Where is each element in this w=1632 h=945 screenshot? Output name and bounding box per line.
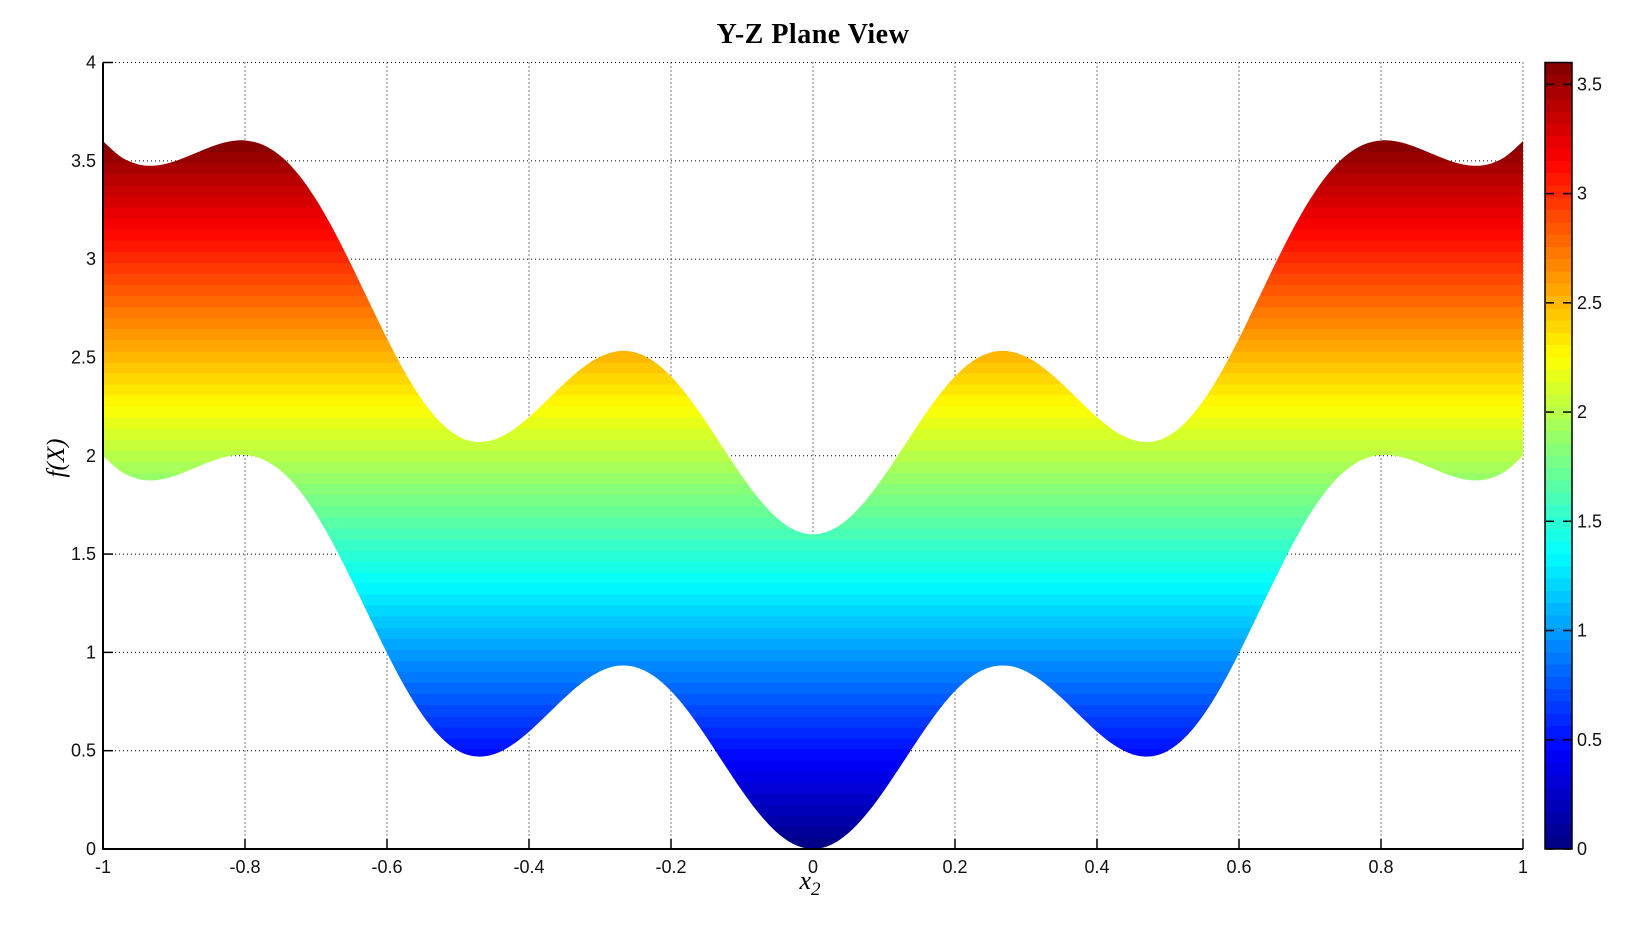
axes — [102, 62, 1523, 850]
colorbar-tick-label: 3.5 — [1577, 74, 1602, 94]
x-tick-label: -0.2 — [655, 857, 686, 877]
y-tick-label: 4 — [86, 53, 96, 73]
y-tick-label: 0.5 — [71, 741, 96, 761]
surface-band — [103, 140, 1523, 849]
x-axis-label-subscript: 2 — [811, 879, 821, 901]
colorbar — [1544, 61, 1573, 850]
x-tick-label: 0.4 — [1084, 857, 1109, 877]
colorbar-ticks — [1546, 83, 1571, 850]
colorbar-tick-label: 0 — [1577, 839, 1587, 859]
colorbar-tick-label: 1.5 — [1577, 511, 1602, 531]
x-tick-label: 0.6 — [1226, 857, 1251, 877]
colorbar-tick-label: 2.5 — [1577, 293, 1602, 313]
y-tick-label: 0 — [86, 839, 96, 859]
x-tick-label: 0.2 — [942, 857, 967, 877]
x-tick-label: -1 — [95, 857, 111, 877]
colorbar-tick-label: 0.5 — [1577, 730, 1602, 750]
y-tick-label: 1 — [86, 642, 96, 662]
x-tick-label: 0 — [808, 857, 818, 877]
x-axis-label: x2 — [799, 866, 820, 899]
x-axis-label-base: x — [799, 866, 812, 895]
y-tick-label: 3.5 — [71, 151, 96, 171]
x-tick-label: -0.8 — [229, 857, 260, 877]
y-tick-label: 2.5 — [71, 347, 96, 367]
y-tick-label: 1.5 — [71, 544, 96, 564]
colorbar-tick-label: 1 — [1577, 621, 1587, 641]
y-tick-label: 3 — [86, 249, 96, 269]
x-tick-label: 1 — [1518, 857, 1528, 877]
colorbar-tick-label: 3 — [1577, 184, 1587, 204]
y-tick-label: 2 — [86, 446, 96, 466]
x-tick-label: -0.4 — [513, 857, 544, 877]
colorbar-tick-label: 2 — [1577, 402, 1587, 422]
x-tick-label: -0.6 — [371, 857, 402, 877]
chart-title: Y-Z Plane View — [716, 19, 910, 50]
x-tick-label: 0.8 — [1368, 857, 1393, 877]
y-axis-label: f(X) — [43, 438, 70, 478]
